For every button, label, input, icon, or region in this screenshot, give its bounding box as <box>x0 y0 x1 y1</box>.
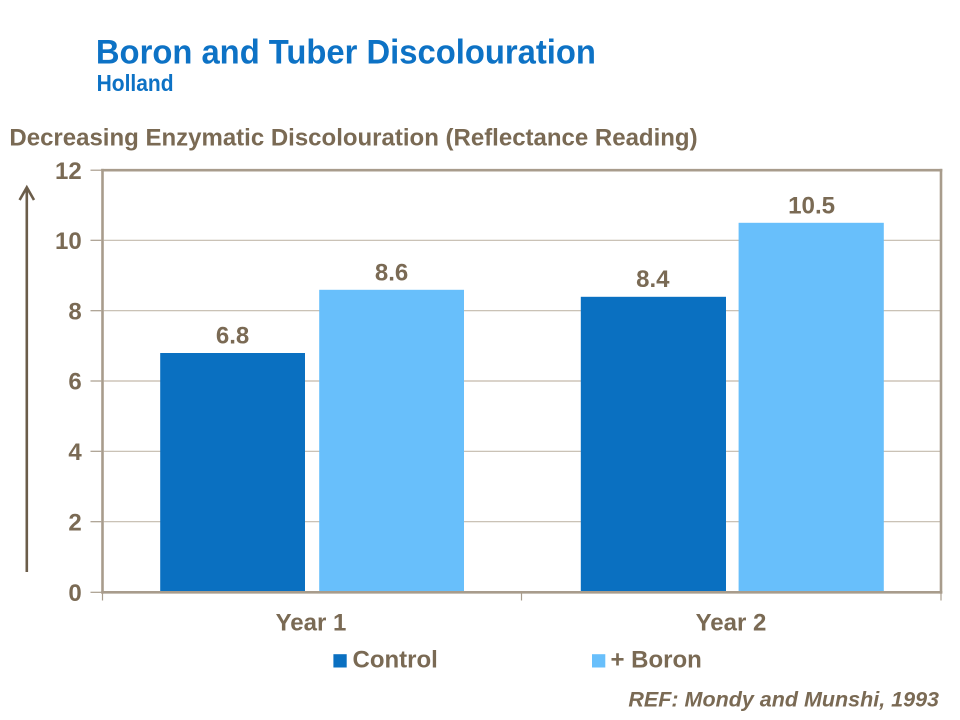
svg-text:10.5: 10.5 <box>788 192 835 219</box>
svg-text:+ Boron: + Boron <box>611 647 702 674</box>
svg-text:6: 6 <box>68 369 81 396</box>
svg-text:REF: Mondy and Munshi, 1993: REF: Mondy and Munshi, 1993 <box>628 688 939 712</box>
svg-text:8.4: 8.4 <box>636 266 670 293</box>
svg-text:Year 2: Year 2 <box>696 610 767 637</box>
svg-text:8: 8 <box>68 298 81 325</box>
svg-text:Decreasing Enzymatic Discolour: Decreasing Enzymatic Discolouration (Ref… <box>9 124 697 151</box>
svg-text:0: 0 <box>68 580 81 607</box>
svg-text:12: 12 <box>55 158 82 185</box>
svg-text:Boron and Tuber Discolouration: Boron and Tuber Discolouration <box>96 34 596 72</box>
svg-text:2: 2 <box>68 509 81 536</box>
svg-text:8.6: 8.6 <box>375 259 408 286</box>
svg-text:10: 10 <box>55 228 82 255</box>
svg-text:6.8: 6.8 <box>216 323 249 350</box>
svg-text:Year 1: Year 1 <box>276 610 347 637</box>
svg-text:4: 4 <box>68 439 82 466</box>
svg-text:Control: Control <box>353 647 438 674</box>
svg-text:Holland: Holland <box>97 70 174 96</box>
